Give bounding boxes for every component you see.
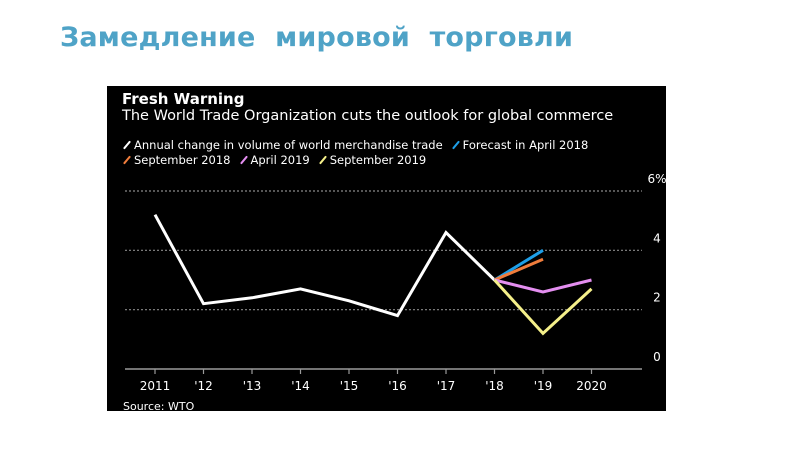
chart-legend: Annual change in volume of world merchan… (122, 138, 662, 168)
x-tick-label: '16 (388, 379, 407, 393)
chart-container: Fresh Warning The World Trade Organizati… (107, 86, 666, 411)
legend-item-sep-2019: September 2019 (318, 153, 427, 168)
series-layer (153, 213, 593, 336)
x-tick-label: '15 (340, 379, 359, 393)
label-layer: 0 2 4 6% 2011 '12 '13 '14 '15 '16 '17 '18 '19 2020 (140, 172, 666, 393)
series-line-2 (493, 257, 544, 282)
legend-label: April 2019 (250, 153, 310, 167)
x-tick-label: '12 (194, 379, 213, 393)
y-tick-label: 2 (653, 291, 661, 305)
chart-subtitle: The World Trade Organization cuts the ou… (122, 108, 614, 124)
y-tick-label: 0 (653, 350, 661, 364)
legend-label: Forecast in April 2018 (462, 138, 589, 152)
x-tick-label: '17 (437, 379, 456, 393)
legend-item-sep-2018: September 2018 (122, 153, 231, 168)
legend-label: Annual change in volume of world merchan… (134, 138, 443, 152)
plot-area: 0 2 4 6% 2011 '12 '13 '14 '15 '16 '17 '18 '19 2020 (125, 172, 666, 393)
legend-item-actual: Annual change in volume of world merchan… (122, 138, 443, 153)
x-tick-label: '18 (485, 379, 504, 393)
series-line-0 (153, 213, 496, 318)
chart-source: Source: WTO (123, 400, 195, 411)
x-tick-label: 2011 (140, 379, 171, 393)
series-line-4 (493, 278, 593, 336)
chart-title: Fresh Warning (122, 90, 245, 108)
legend-label: September 2018 (134, 153, 231, 167)
legend-item-forecast-apr-2018: Forecast in April 2018 (451, 138, 589, 153)
grid-layer (125, 190, 642, 311)
y-tick-label: 4 (653, 231, 661, 245)
x-tick-label: '19 (534, 379, 553, 393)
axis-layer (125, 368, 642, 374)
series-line-3 (494, 278, 592, 294)
slide-title: Замедление мировой торговли (60, 22, 574, 53)
x-tick-label: '13 (243, 379, 262, 393)
x-tick-label: 2020 (576, 379, 607, 393)
legend-label: September 2019 (329, 153, 427, 167)
x-tick-label: '14 (291, 379, 310, 393)
y-tick-label: 6% (647, 172, 666, 186)
legend-item-apr-2019: April 2019 (239, 153, 310, 168)
